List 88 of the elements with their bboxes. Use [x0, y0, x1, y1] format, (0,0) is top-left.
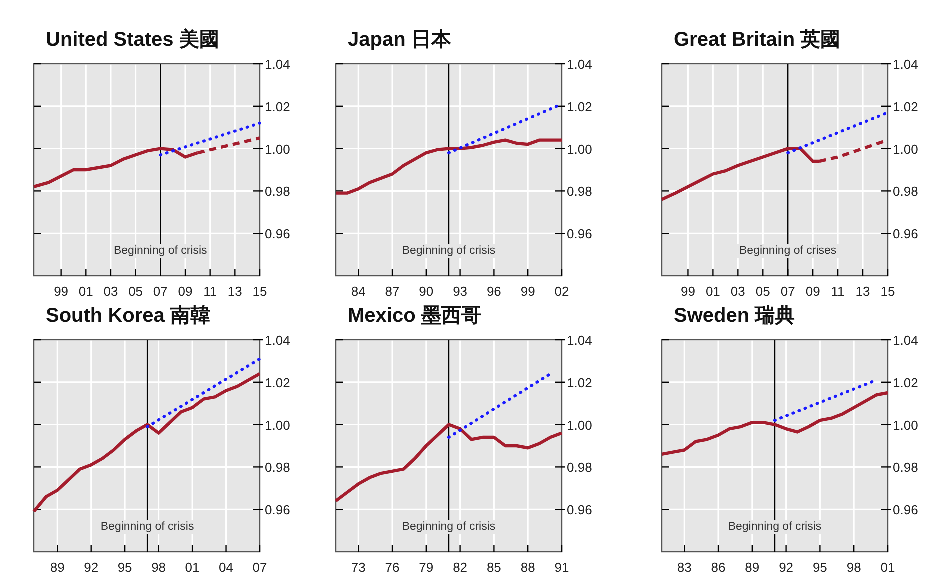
- chart-title: Sweden 瑞典: [674, 305, 796, 327]
- x-tick-label: 88: [520, 560, 536, 575]
- ref-line-label: Beginning of crisis: [100, 521, 194, 533]
- y-tick-label: 1.04: [893, 333, 918, 348]
- x-tick-label: 79: [419, 560, 434, 575]
- y-tick-label: 0.96: [265, 226, 290, 242]
- y-tick-label: 1.04: [567, 333, 592, 348]
- x-tick-label: 05: [756, 284, 770, 299]
- y-tick-label: 0.96: [893, 502, 918, 518]
- chart-title: South Korea 南韓: [46, 305, 210, 327]
- y-tick-label: 1.02: [265, 375, 290, 390]
- y-tick-label: 0.96: [265, 502, 290, 518]
- y-tick-label: 0.96: [567, 502, 592, 518]
- y-tick-label: 0.98: [567, 460, 592, 476]
- x-tick-label: 05: [128, 284, 144, 299]
- x-tick-label: 73: [351, 560, 366, 575]
- x-tick-label: 93: [453, 284, 468, 299]
- y-tick-label: 0.98: [265, 460, 290, 476]
- x-tick-label: 92: [779, 560, 794, 575]
- x-tick-label: 13: [856, 284, 870, 299]
- x-tick-label: 07: [153, 284, 168, 299]
- x-tick-label: 09: [806, 284, 820, 299]
- y-tick-label: 1.02: [893, 99, 918, 114]
- x-tick-label: 84: [351, 284, 366, 299]
- x-tick-label: 92: [84, 560, 99, 575]
- y-tick-label: 1.00: [893, 142, 918, 157]
- y-tick-label: 0.98: [893, 184, 918, 200]
- x-tick-label: 82: [453, 560, 468, 575]
- chart-title: Great Britain 英國: [674, 29, 841, 51]
- x-tick-label: 83: [677, 560, 692, 575]
- x-tick-label: 98: [152, 560, 166, 575]
- y-tick-label: 1.02: [265, 99, 290, 114]
- x-tick-label: 86: [711, 560, 726, 575]
- x-tick-label: 89: [745, 560, 760, 575]
- y-tick-label: 0.96: [893, 226, 918, 242]
- x-tick-label: 03: [104, 284, 118, 299]
- y-tick-label: 1.00: [567, 142, 592, 157]
- x-tick-label: 91: [554, 560, 570, 575]
- x-tick-label: 03: [730, 284, 746, 299]
- y-tick-label: 1.00: [265, 142, 290, 157]
- x-tick-label: 07: [780, 284, 796, 299]
- y-tick-label: 1.00: [567, 418, 592, 433]
- ref-line-label: Beginning of crisis: [402, 521, 496, 533]
- ref-line-label: Beginning of crisis: [728, 521, 822, 533]
- ref-line-label: Beginning of crisis: [402, 245, 496, 257]
- ref-line-label: Beginning of crises: [740, 245, 837, 257]
- y-tick-label: 0.96: [567, 226, 592, 242]
- x-tick-label: 95: [118, 560, 132, 575]
- y-tick-label: 1.04: [567, 57, 592, 72]
- x-tick-label: 90: [419, 284, 434, 299]
- x-tick-label: 99: [680, 284, 696, 299]
- y-tick-label: 0.98: [567, 184, 592, 200]
- y-tick-label: 1.04: [265, 333, 290, 348]
- chart-title: Mexico 墨西哥: [348, 305, 482, 327]
- x-tick-label: 07: [252, 560, 268, 575]
- y-tick-label: 1.04: [893, 57, 918, 72]
- y-tick-label: 1.00: [265, 418, 290, 433]
- x-tick-label: 01: [185, 560, 200, 575]
- y-tick-label: 1.04: [265, 57, 290, 72]
- x-tick-label: 89: [50, 560, 65, 575]
- x-tick-label: 13: [228, 284, 242, 299]
- x-tick-label: 11: [204, 284, 218, 299]
- y-tick-label: 1.02: [567, 99, 592, 114]
- x-tick-label: 15: [252, 284, 268, 299]
- x-tick-label: 01: [706, 284, 720, 299]
- x-tick-label: 15: [880, 284, 896, 299]
- chart-title: Japan 日本: [348, 29, 452, 51]
- y-tick-label: 0.98: [265, 184, 290, 200]
- x-tick-label: 01: [78, 284, 94, 299]
- x-tick-label: 09: [178, 284, 193, 299]
- x-tick-label: 04: [219, 560, 234, 575]
- x-tick-label: 85: [486, 560, 502, 575]
- y-tick-label: 1.02: [567, 375, 592, 390]
- x-tick-label: 99: [54, 284, 69, 299]
- x-tick-label: 95: [812, 560, 828, 575]
- x-tick-label: 02: [554, 284, 570, 299]
- x-tick-label: 87: [385, 284, 400, 299]
- y-tick-label: 1.02: [893, 375, 918, 390]
- y-tick-label: 1.00: [893, 418, 918, 433]
- y-tick-label: 0.98: [893, 460, 918, 476]
- chart-title: United States 美國: [46, 28, 220, 51]
- x-tick-label: 11: [831, 284, 845, 299]
- x-tick-label: 76: [385, 560, 400, 575]
- ref-line-label: Beginning of crisis: [114, 245, 208, 257]
- x-tick-label: 01: [880, 560, 896, 575]
- x-tick-label: 99: [520, 284, 536, 299]
- x-tick-label: 98: [846, 560, 862, 575]
- x-tick-label: 96: [486, 284, 502, 299]
